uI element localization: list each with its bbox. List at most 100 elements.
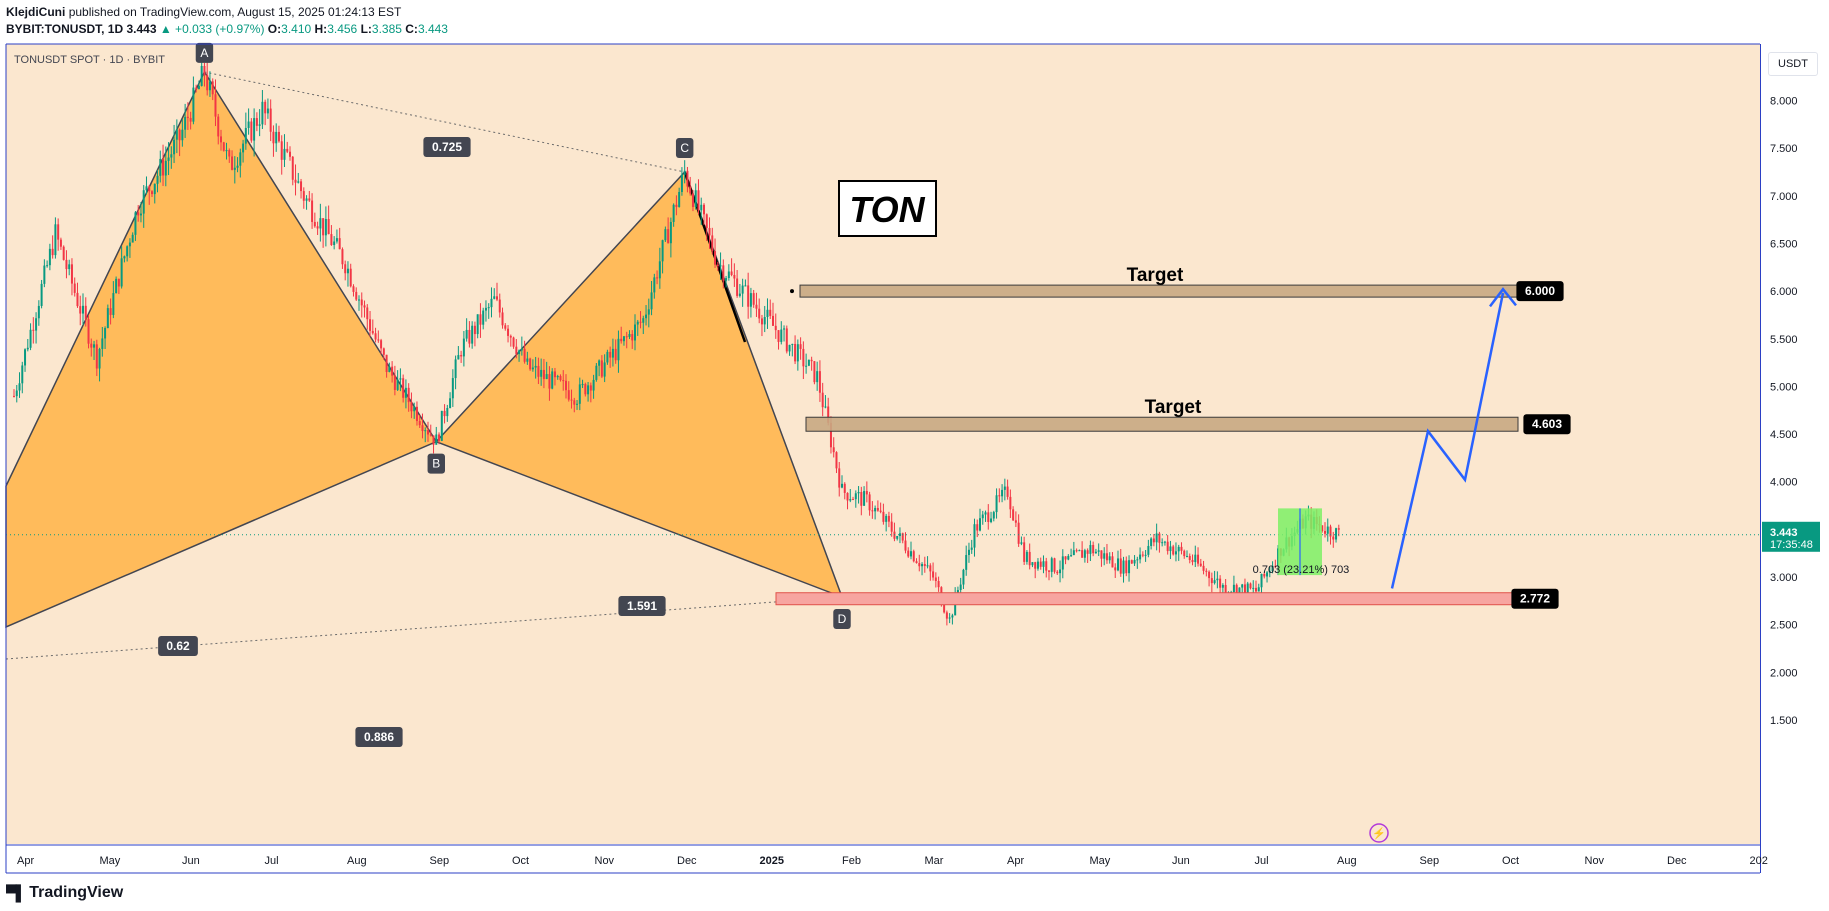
time-axis[interactable]: [6, 846, 1760, 873]
candle-body: [396, 379, 399, 390]
candle-body: [645, 314, 648, 319]
candle-body: [1155, 533, 1158, 543]
candle-body: [352, 286, 355, 292]
x-tick-label: 2025: [760, 855, 784, 867]
candle-body: [225, 150, 228, 152]
candle-body: [126, 246, 129, 257]
candle-body: [206, 75, 209, 91]
candle-body: [137, 212, 140, 216]
candle-body: [1111, 556, 1114, 568]
candle-body: [1086, 550, 1089, 554]
candle-body: [363, 305, 366, 308]
candle-body: [1097, 550, 1100, 552]
candle-body: [1031, 562, 1034, 566]
candle-body: [139, 213, 142, 216]
candle-body: [98, 348, 101, 369]
candle-body: [658, 261, 661, 279]
candle-body: [1205, 570, 1208, 572]
candle-body: [937, 580, 940, 588]
candle-body: [973, 524, 976, 548]
candle-body: [824, 406, 827, 408]
candle-body: [926, 565, 929, 567]
candle-body: [484, 307, 487, 311]
candle-body: [625, 336, 628, 338]
candle-body: [818, 371, 821, 393]
candle-body: [727, 271, 730, 279]
y-tick-label: 7.500: [1770, 143, 1798, 155]
candle-body: [769, 309, 772, 316]
candle-body: [976, 524, 979, 531]
candle-body: [951, 615, 954, 618]
candle-body: [1177, 546, 1180, 552]
candle-body: [211, 81, 214, 95]
candle-body: [297, 181, 300, 183]
price-axis[interactable]: [1760, 44, 1829, 873]
candle-body: [184, 116, 187, 130]
candle-body: [73, 283, 76, 293]
candle-body: [24, 349, 27, 366]
candle-body: [1188, 555, 1191, 560]
candle-body: [255, 118, 258, 126]
candle-body: [598, 360, 601, 366]
candle-body: [242, 143, 245, 153]
candle-body: [799, 344, 802, 349]
y-tick-label: 7.000: [1770, 191, 1798, 203]
candle-body: [777, 330, 780, 342]
candle-body: [885, 515, 888, 522]
candle-body: [1072, 550, 1075, 556]
candle-body: [302, 191, 305, 201]
candle-body: [1070, 555, 1073, 557]
x-tick-label: 202: [1750, 855, 1768, 867]
y-tick-label: 2.500: [1770, 620, 1798, 632]
ratio-label: 1.591: [618, 596, 666, 616]
candle-body: [821, 392, 824, 408]
candle-body: [54, 224, 57, 256]
candle-body: [115, 278, 118, 294]
tradingview-footer[interactable]: ▀▌ TradingView: [6, 884, 123, 902]
candle-body: [857, 492, 860, 494]
candle-body: [1249, 583, 1252, 589]
candle-body: [410, 402, 413, 412]
candle-body: [1252, 587, 1255, 589]
candle-body: [871, 510, 874, 512]
candle-body: [438, 434, 441, 441]
candle-body: [523, 348, 526, 362]
candle-body: [269, 108, 272, 132]
candle-body: [148, 186, 151, 192]
candle-body: [910, 551, 912, 557]
ohlc-line: BYBIT:TONUSDT, 1D 3.443 ▲ +0.033 (+0.97%…: [6, 21, 448, 37]
candle-body: [829, 422, 832, 448]
candle-body: [294, 179, 297, 183]
candle-body: [443, 410, 446, 417]
publish-info: KlejdiCuni published on TradingView.com,…: [6, 4, 401, 20]
candle-body: [391, 366, 394, 376]
current-price-badge: [1762, 521, 1820, 552]
candle-body: [705, 214, 708, 228]
candle-body: [990, 518, 993, 522]
candle-body: [346, 268, 349, 274]
chart-symbol-label: TONUSDT SPOT · 1D · BYBIT: [14, 54, 165, 66]
candle-body: [943, 604, 946, 613]
candle-body: [244, 127, 247, 144]
candle-body: [816, 371, 819, 383]
candle-body: [896, 536, 899, 539]
candle-body: [264, 101, 267, 114]
candle-body: [253, 118, 256, 141]
y-tick-label: 8.000: [1770, 96, 1798, 108]
open-value: 3.410: [281, 22, 312, 36]
chart-svg[interactable]: A B C D 0.725 0.62 1.591 0.886 TON Target Target 6.…: [0, 0, 1829, 880]
candle-body: [1108, 556, 1111, 561]
candle-body: [87, 319, 90, 344]
author-name[interactable]: KlejdiCuni: [6, 5, 66, 19]
currency-button[interactable]: USDT: [1768, 52, 1818, 76]
candle-body: [195, 87, 198, 90]
last-price: 3.443: [126, 22, 157, 36]
candle-body: [879, 510, 882, 512]
candle-body: [465, 329, 468, 339]
x-tick-label: Nov: [595, 855, 615, 867]
candle-body: [316, 226, 319, 229]
candle-body: [1210, 578, 1213, 584]
candle-body: [1001, 489, 1004, 497]
candle-body: [854, 493, 857, 500]
candle-body: [1039, 561, 1042, 567]
